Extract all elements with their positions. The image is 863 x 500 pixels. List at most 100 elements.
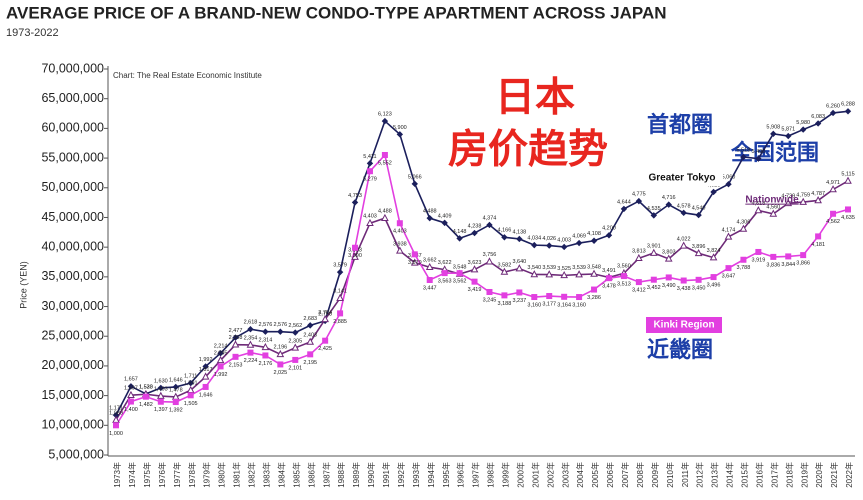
- marker: [814, 196, 822, 204]
- marker: [336, 268, 344, 276]
- data-label: 3,548: [587, 264, 601, 270]
- marker: [799, 126, 807, 133]
- data-label: 1,646: [199, 392, 213, 398]
- x-tick-label: 2015年: [740, 462, 750, 488]
- annotation: 首都圈: [647, 112, 713, 137]
- marker: [217, 363, 224, 370]
- data-label: 2,477: [229, 328, 243, 334]
- marker: [426, 214, 433, 222]
- legend-box: [646, 317, 722, 333]
- data-label: 1,392: [169, 407, 183, 413]
- data-label: 2,576: [259, 322, 273, 328]
- marker: [501, 234, 508, 241]
- marker: [650, 212, 657, 219]
- marker: [157, 384, 165, 392]
- marker: [664, 254, 673, 262]
- marker: [605, 275, 612, 282]
- data-label: 4,403: [363, 214, 377, 220]
- data-label: 3,919: [751, 257, 765, 263]
- data-label: 5,279: [363, 177, 377, 183]
- marker: [277, 361, 284, 368]
- data-label: 4,753: [348, 193, 362, 199]
- marker: [516, 235, 523, 243]
- annotation: 全国范围: [730, 140, 819, 165]
- x-tick-label: 2005年: [590, 462, 600, 488]
- x-tick-label: 1989年: [351, 462, 361, 488]
- data-label: 3,866: [796, 261, 810, 267]
- data-label: 2,195: [303, 360, 317, 366]
- x-tick-label: 2003年: [560, 462, 570, 488]
- data-label: 2,224: [244, 358, 258, 364]
- marker: [754, 206, 763, 214]
- marker: [560, 243, 568, 251]
- data-label: 6,083: [811, 114, 825, 120]
- data-label: 1,657: [124, 377, 138, 383]
- marker: [770, 130, 777, 138]
- marker: [501, 292, 508, 299]
- data-label: 2,403: [303, 332, 317, 338]
- data-label: 3,496: [707, 283, 721, 289]
- marker: [321, 315, 329, 323]
- marker: [755, 155, 762, 162]
- marker: [800, 252, 807, 259]
- y-tick-label: 20,000,000: [41, 358, 104, 372]
- data-label: 3,419: [468, 287, 482, 293]
- marker: [276, 349, 285, 358]
- marker: [740, 256, 747, 263]
- data-label: 5,980: [796, 120, 810, 126]
- marker: [187, 379, 194, 387]
- marker: [575, 239, 583, 247]
- data-label: 3,640: [512, 259, 526, 265]
- x-tick-label: 2000年: [515, 462, 525, 488]
- data-label: 3,896: [692, 244, 706, 250]
- data-label: 5,871: [781, 126, 795, 132]
- data-label: 4,488: [423, 209, 437, 215]
- data-label: 3,539: [542, 265, 556, 271]
- x-tick-label: 1987年: [321, 462, 331, 488]
- x-tick-label: 1999年: [501, 462, 511, 488]
- marker: [649, 248, 658, 256]
- marker: [709, 253, 718, 261]
- data-label: 2,425: [318, 346, 332, 352]
- legend-box: [641, 170, 723, 186]
- marker: [381, 213, 389, 221]
- x-tick-label: 1978年: [187, 462, 197, 488]
- marker: [784, 198, 793, 207]
- marker: [500, 267, 509, 275]
- marker: [351, 252, 359, 260]
- data-label: 3,160: [527, 302, 541, 308]
- marker: [561, 293, 568, 300]
- data-label: 2,354: [244, 335, 258, 341]
- marker: [829, 109, 837, 117]
- data-label: 4,026: [542, 236, 556, 242]
- x-tick-label: 2009年: [650, 462, 660, 488]
- marker: [844, 108, 852, 115]
- marker: [680, 277, 687, 284]
- data-label: 6,123: [378, 112, 392, 118]
- y-tick-label: 35,000,000: [41, 269, 104, 283]
- marker: [247, 349, 254, 356]
- marker: [127, 383, 135, 390]
- x-tick-label: 2019年: [799, 462, 809, 488]
- data-label: 1,523: [139, 385, 153, 391]
- data-label: 4,716: [662, 195, 676, 201]
- data-label: 3,447: [423, 285, 437, 291]
- data-label: 3,563: [438, 279, 452, 285]
- data-label: 4,148: [453, 229, 467, 235]
- data-label: 4,739: [781, 194, 795, 200]
- data-label: 4,644: [617, 199, 631, 205]
- data-label: 2,025: [273, 370, 287, 376]
- marker: [410, 258, 419, 266]
- marker: [680, 209, 687, 217]
- x-tick-label: 1980年: [217, 462, 227, 488]
- marker: [232, 353, 239, 360]
- legend-label: Greater Tokyo: [648, 173, 715, 184]
- y-tick-label: 15,000,000: [41, 388, 104, 402]
- data-label: 3,579: [333, 263, 347, 269]
- data-label: 3,286: [587, 295, 601, 301]
- x-tick-label: 2004年: [575, 462, 585, 488]
- marker: [337, 310, 344, 317]
- marker: [695, 211, 702, 219]
- source: Chart: The Real Estate Economic Institut…: [113, 71, 262, 80]
- marker: [156, 391, 165, 399]
